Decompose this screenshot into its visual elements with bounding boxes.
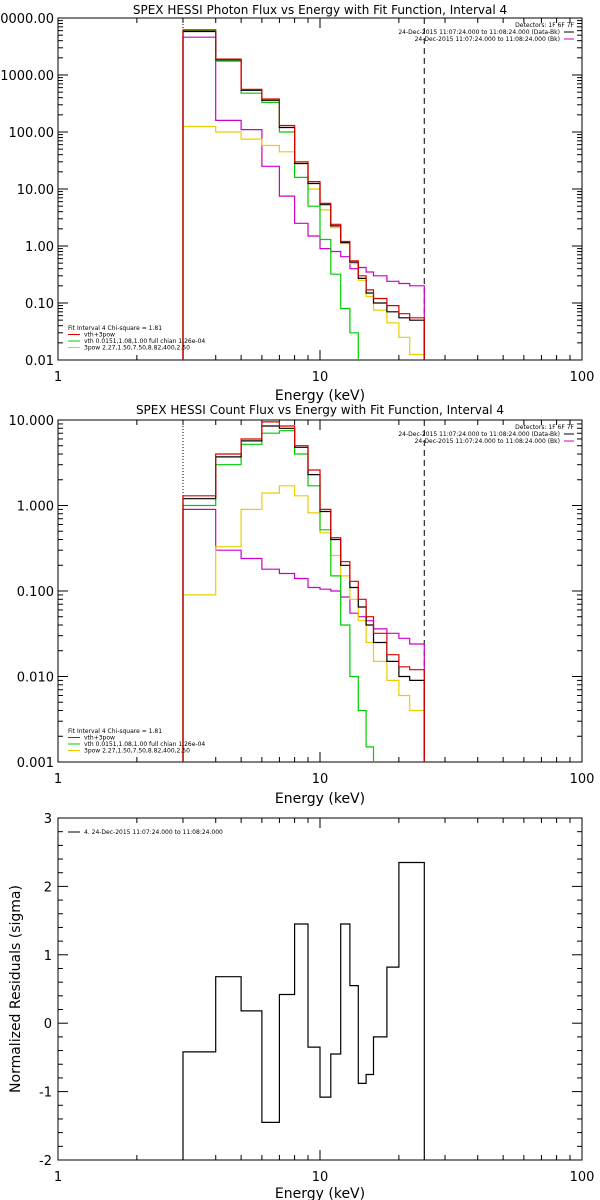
x-axis-label: Energy (keV) [275, 1186, 365, 1200]
plot-area [182, 18, 425, 360]
plot-area [182, 420, 425, 762]
y-tick-label: 1 [44, 949, 52, 964]
y-tick-label: -2 [39, 1154, 52, 1169]
series-bk [182, 508, 425, 762]
y-tick-label: 1.00 [25, 240, 54, 255]
series-vth [182, 30, 425, 360]
legend-entry: 3pow 2.27,1.50,7.50,8.82,400,2.50 [84, 345, 190, 352]
series-vth [182, 430, 425, 762]
y-tick-label: 100.00 [9, 126, 55, 141]
x-tick-label: 1 [54, 1170, 62, 1185]
y-tick-label: 10.000 [9, 414, 55, 429]
chart-title: SPEX HESSI Photon Flux vs Energy with Fi… [133, 3, 507, 17]
info-line: 24-Dec-2015 11:07:24.000 to 11:08:24.000… [415, 36, 560, 43]
legend-entry: vth+3pow [84, 332, 115, 339]
x-tick-label: 1 [54, 370, 62, 385]
info-line: 24-Dec-2015 11:07:24.000 to 11:08:24.000… [415, 438, 560, 445]
series-vth-3pow [182, 29, 425, 360]
legend-entry: vth 0.0151,1.08,1.00 full chian 1.26e-04 [84, 741, 205, 748]
y-tick-label: 1000.00 [0, 69, 54, 84]
y-tick-label: 0 [44, 1017, 52, 1032]
legend-entry: Fit Interval 4 Chi-square = 1.81 [68, 728, 162, 735]
info-line: 24-Dec-2015 11:07:24.000 to 11:08:24.000… [398, 29, 560, 36]
y-tick-label: -1 [39, 1086, 52, 1101]
x-tick-label: 100 [570, 370, 595, 385]
y-axis-label: Normalized Residuals (sigma) [8, 885, 24, 1093]
legend-entry: vth 0.0151,1.08,1.00 full chian 1.26e-04 [84, 338, 205, 345]
info-line: Detectors: 1F 6F 7F [515, 424, 574, 431]
x-tick-label: 100 [570, 1170, 595, 1185]
series-3pow [182, 485, 425, 762]
plot-frame [57, 817, 583, 1161]
x-tick-label: 1 [54, 772, 62, 787]
chart-panel-1: SPEX HESSI Photon Flux vs Energy with Fi… [0, 3, 595, 404]
y-tick-label: 10.00 [17, 183, 54, 198]
x-tick-label: 10 [312, 1170, 329, 1185]
chart-title: SPEX HESSI Count Flux vs Energy with Fit… [136, 403, 504, 417]
info-line: Detectors: 1F 6F 7F [515, 22, 574, 29]
series-bk [182, 36, 425, 360]
x-axis-label: Energy (keV) [275, 791, 365, 807]
y-tick-label: 1.000 [17, 500, 54, 515]
y-tick-label: 0.100 [17, 585, 54, 600]
x-axis-label: Energy (keV) [275, 388, 365, 404]
series-3pow [182, 125, 425, 360]
y-tick-label: 0.10 [25, 297, 54, 312]
legend-entry: 3pow 2.27,1.50,7.50,8.82,400,2.50 [84, 748, 190, 755]
legend-entry: vth+3pow [84, 735, 115, 742]
x-tick-label: 100 [570, 772, 595, 787]
y-tick-label: 0.01 [25, 354, 54, 369]
series-vth-3pow [182, 421, 425, 762]
y-tick-label: 2 [44, 880, 52, 895]
series-data-bk [182, 425, 425, 762]
y-tick-label: 3 [44, 812, 52, 827]
x-tick-label: 10 [312, 370, 329, 385]
legend-entry: Fit Interval 4 Chi-square = 1.81 [68, 325, 162, 332]
y-tick-label: 0.010 [17, 671, 54, 686]
x-tick-label: 10 [312, 772, 329, 787]
y-tick-label: 0.001 [17, 756, 54, 771]
chart-panel-2: SPEX HESSI Count Flux vs Energy with Fit… [9, 403, 595, 807]
legend-entry: 4. 24-Dec-2015 11:07:24.000 to 11:08:24.… [84, 829, 223, 836]
series-data-bk [182, 30, 425, 360]
info-line: 24-Dec-2015 11:07:24.000 to 11:08:24.000… [398, 431, 560, 438]
series-4-24-dec-2015-11-07-24-000-to-11-08-24-000 [182, 861, 425, 1160]
plot-area [182, 861, 425, 1160]
